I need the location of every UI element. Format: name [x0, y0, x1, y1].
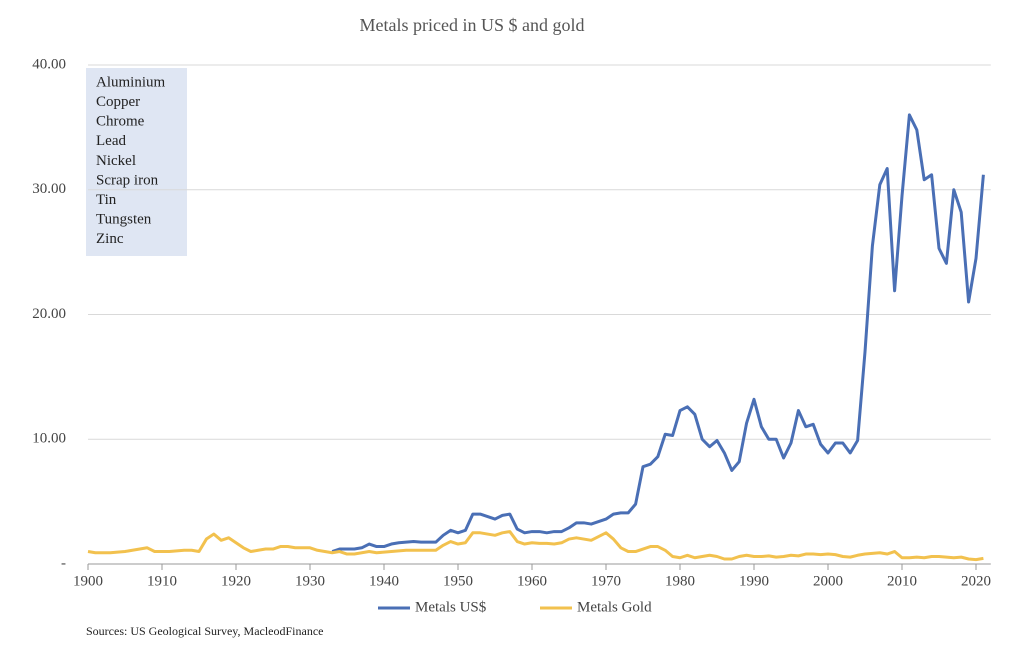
series-line: [331, 113, 985, 553]
x-tick-label: 1930: [295, 573, 325, 589]
x-tick-label: 1900: [73, 573, 103, 589]
legend-label: Metals US$: [415, 599, 487, 615]
chart-title: Metals priced in US $ and gold: [360, 15, 585, 35]
annotation: Nickel: [96, 153, 136, 169]
y-tick-label: 40.00: [32, 56, 66, 72]
annotation: Copper: [96, 94, 140, 110]
annotation: Scrap iron: [96, 172, 159, 188]
annotation: Aluminium: [96, 74, 166, 90]
x-tick-label: 2000: [813, 573, 843, 589]
series-line: [87, 530, 984, 562]
x-tick-label: 2020: [961, 573, 991, 589]
x-tick-label: 1970: [591, 573, 621, 589]
y-tick-label: 20.00: [32, 306, 66, 322]
source-note: Sources: US Geological Survey, MacleodFi…: [86, 624, 324, 638]
y-tick-label: 30.00: [32, 181, 66, 197]
legend-label: Metals Gold: [577, 599, 652, 615]
y-tick-label: 10.00: [32, 431, 66, 447]
annotation: Chrome: [96, 114, 145, 130]
annotation: Tungsten: [96, 212, 152, 228]
y-tick-label: -: [61, 555, 66, 571]
x-tick-label: 2010: [887, 573, 917, 589]
annotation: Tin: [96, 192, 117, 208]
x-tick-label: 1950: [443, 573, 473, 589]
annotation: Lead: [96, 133, 126, 149]
x-tick-label: 1980: [665, 573, 695, 589]
x-tick-label: 1960: [517, 573, 547, 589]
x-tick-label: 1990: [739, 573, 769, 589]
x-tick-label: 1940: [369, 573, 399, 589]
annotation-box: [86, 68, 187, 256]
x-tick-label: 1920: [221, 573, 251, 589]
x-tick-label: 1910: [147, 573, 177, 589]
annotation: Zinc: [96, 231, 124, 247]
